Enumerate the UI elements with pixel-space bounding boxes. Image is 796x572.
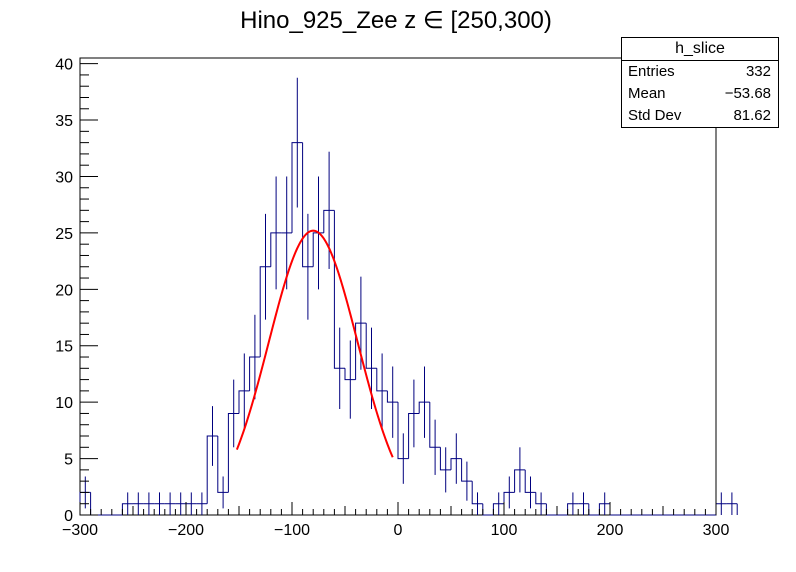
histogram-bin (482, 503, 494, 516)
histogram-bin (355, 322, 367, 380)
x-tick-label: 300 (703, 522, 730, 539)
histogram-bin (259, 266, 271, 358)
histogram-series (79, 142, 738, 516)
histogram-bin (535, 492, 547, 505)
histogram-bin (439, 447, 451, 471)
histogram-bin (545, 503, 557, 516)
histogram-bin (344, 368, 356, 381)
chart-title: Hino_925_Zee z ∈ [250,300) (240, 7, 552, 34)
y-tick-label: 20 (55, 282, 73, 299)
histogram-bin (270, 232, 282, 267)
histogram-bin (418, 401, 430, 414)
histogram-bin (408, 412, 420, 459)
histogram-bin (227, 412, 239, 493)
y-tick-label: 40 (55, 57, 73, 74)
stats-row-entries: Entries 332 (622, 61, 778, 83)
y-tick-label: 5 (64, 452, 73, 469)
histogram-bin (217, 436, 229, 493)
x-tick-label: 100 (491, 522, 518, 539)
histogram-bin (365, 323, 377, 369)
x-axis-tick-labels: −300 −200 −100 0 100 200 300 (62, 522, 729, 539)
histogram-bin (376, 368, 388, 392)
stats-label: Std Dev (628, 107, 682, 124)
histogram-bin (206, 435, 218, 504)
histogram-bin (323, 209, 335, 233)
axis-ticks (79, 63, 717, 516)
histogram-bin (461, 458, 473, 482)
y-tick-label: 25 (55, 226, 73, 243)
stats-label: Mean (628, 85, 666, 102)
stats-row-mean: Mean −53.68 (622, 83, 778, 105)
y-tick-label: 35 (55, 113, 73, 130)
y-tick-label: 0 (64, 508, 73, 525)
x-tick-label: −300 (62, 522, 98, 539)
histogram-bin (302, 142, 314, 268)
y-axis-tick-labels: 0 5 10 15 20 25 30 35 40 (55, 57, 73, 525)
histogram-bin (429, 402, 441, 448)
histogram-bin (514, 469, 526, 493)
histogram-bin (238, 390, 250, 414)
stats-row-stddev: Std Dev 81.62 (622, 105, 778, 127)
y-tick-label: 15 (55, 339, 73, 356)
histogram-bin (524, 469, 536, 493)
histogram-bin (471, 481, 483, 505)
y-tick-label: 10 (55, 395, 73, 412)
stats-box: h_slice Entries 332 Mean −53.68 Std Dev … (621, 37, 779, 128)
x-tick-label: −100 (274, 522, 310, 539)
stats-label: Entries (628, 63, 675, 80)
stats-title: h_slice (622, 38, 778, 61)
histogram-bin (397, 402, 409, 460)
histogram-bin (90, 492, 102, 516)
histogram-bin (450, 458, 462, 470)
histogram-bin (503, 491, 515, 504)
fit-curve (235, 229, 394, 458)
stats-value: 81.62 (733, 107, 771, 124)
histogram-bin (386, 390, 398, 403)
x-tick-label: 200 (597, 522, 624, 539)
fit-curve-group (235, 229, 394, 458)
y-tick-label: 30 (55, 169, 73, 186)
stats-value: −53.68 (724, 85, 771, 102)
histogram-bin (588, 503, 600, 516)
stats-value: 332 (745, 63, 771, 80)
x-tick-label: 0 (394, 522, 403, 539)
x-tick-label: −200 (168, 522, 204, 539)
histogram-bin (249, 356, 261, 391)
histogram-bin (291, 142, 303, 233)
histogram-bin (609, 503, 621, 516)
